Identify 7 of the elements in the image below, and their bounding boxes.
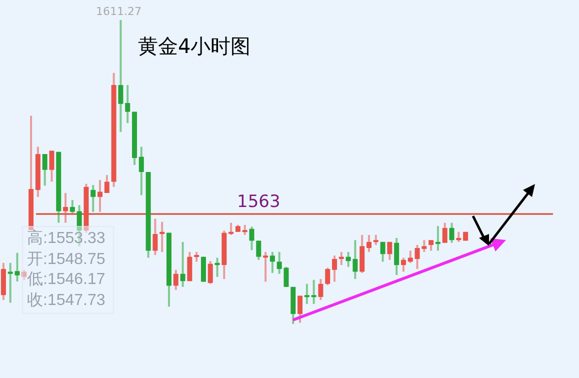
annotation: 低:1546.17 bbox=[27, 270, 106, 290]
annotation: 收:1547.73 bbox=[27, 290, 106, 310]
annotation: 开:1548.75 bbox=[27, 250, 106, 270]
annotation: 高:1553.33 bbox=[27, 229, 106, 249]
text: 黄金4小时图 bbox=[138, 33, 251, 60]
annotation: 1563 bbox=[237, 192, 280, 212]
text: 1611.27 bbox=[96, 5, 142, 18]
